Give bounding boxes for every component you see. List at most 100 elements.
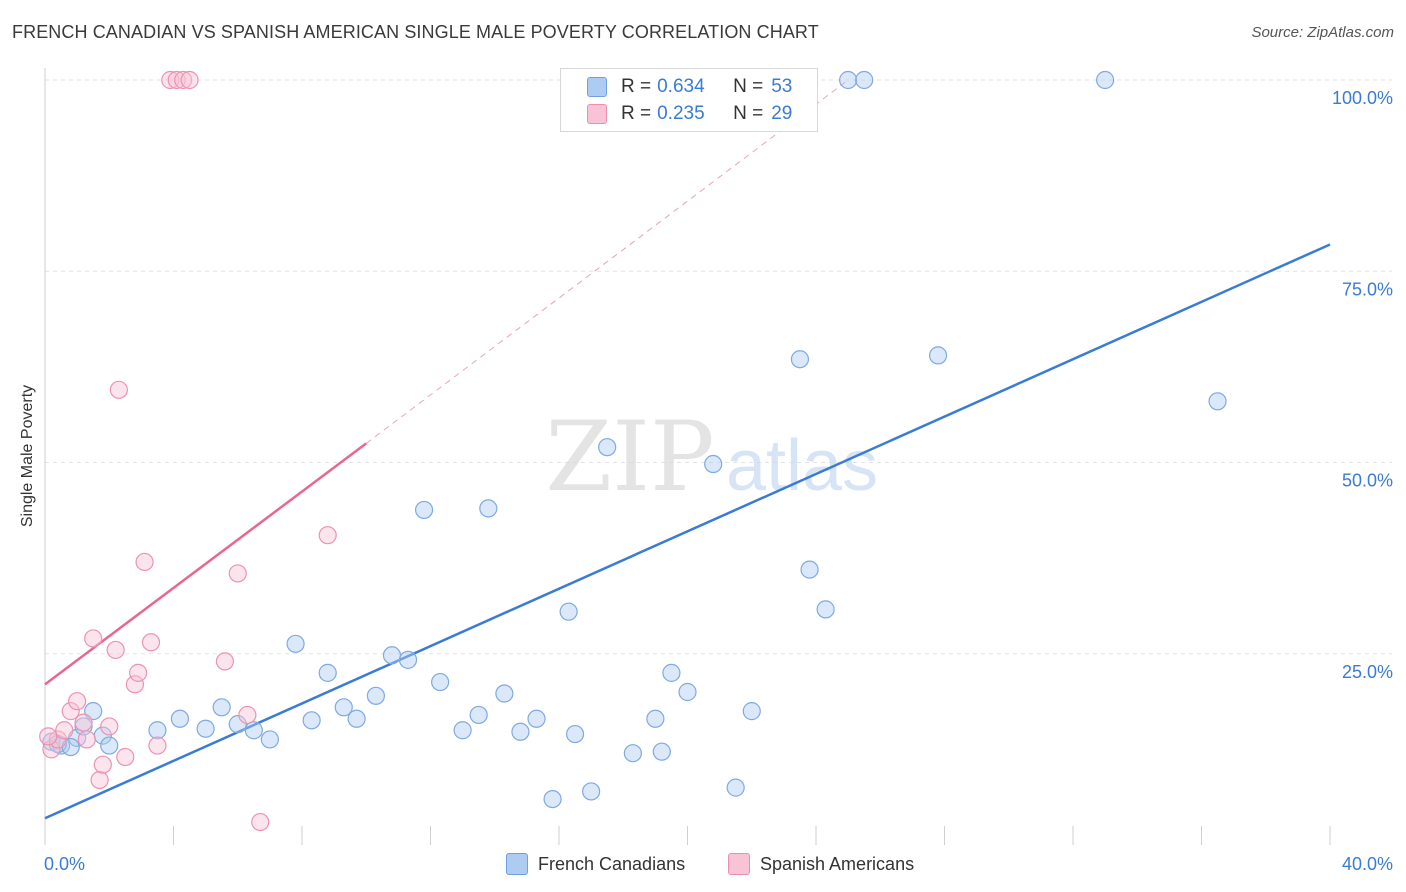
point-french-canadian <box>479 499 498 518</box>
point-french-canadian <box>511 722 530 741</box>
legend-swatch-pink <box>587 104 607 124</box>
point-spanish-american <box>90 770 109 790</box>
legend-row-spanish-americans: R = 0.235 N = 29 <box>587 102 792 126</box>
point-french-canadian <box>855 70 874 90</box>
point-spanish-american <box>251 812 270 832</box>
tick-labels: 25.0% 50.0% 75.0% 100.0% 0.0% 40.0% <box>44 88 1393 874</box>
legend-n-value: 53 <box>771 76 793 97</box>
trend-extension-dashed <box>365 79 849 444</box>
legend-swatch-blue <box>587 77 607 97</box>
point-french-canadian <box>543 789 562 809</box>
point-french-canadian <box>652 742 671 761</box>
legend-row-french-canadians: R = 0.634 N = 53 <box>587 75 792 99</box>
stats-legend: R = 0.634 N = 53 R = 0.235 N = 29 <box>560 68 818 132</box>
point-french-canadian <box>623 744 642 763</box>
y-tick-label: 50.0% <box>1342 471 1393 491</box>
point-french-canadian <box>928 346 948 365</box>
point-spanish-american <box>141 633 161 652</box>
point-spanish-american <box>55 721 74 740</box>
bottom-legend-swatch-pink <box>728 853 750 875</box>
watermark-atlas: atlas <box>726 426 878 506</box>
legend-n-label: N = <box>733 103 764 124</box>
legend-r-value: 0.634 <box>657 76 705 97</box>
point-french-canadian <box>228 715 247 734</box>
point-french-canadian <box>662 663 681 682</box>
legend-n-value: 29 <box>771 103 793 124</box>
point-spanish-american <box>106 640 125 660</box>
legend-r-label: R = <box>621 103 652 124</box>
point-french-canadian <box>742 702 761 721</box>
point-spanish-american <box>135 552 154 572</box>
point-french-canadian <box>646 709 665 728</box>
point-french-canadian <box>678 682 697 702</box>
bottom-legend-label: Spanish Americans <box>760 853 915 874</box>
axes <box>44 68 1331 845</box>
point-french-canadian <box>366 686 385 705</box>
data-points <box>39 70 1227 832</box>
point-spanish-american <box>167 70 186 90</box>
y-tick-label: 100.0% <box>1332 88 1393 108</box>
point-french-canadian <box>582 782 601 801</box>
point-french-canadian <box>598 438 617 457</box>
point-french-canadian <box>559 602 578 621</box>
gridlines <box>45 79 1392 655</box>
point-french-canadian <box>495 684 514 703</box>
watermark-zip: ZIP <box>545 401 714 513</box>
bottom-legend-swatch-blue <box>506 853 528 875</box>
source-credit: Source: ZipAtlas.com <box>1251 24 1394 41</box>
point-french-canadian <box>839 70 858 90</box>
point-french-canadian <box>318 663 337 682</box>
point-spanish-american <box>180 70 199 90</box>
y-tick-label: 25.0% <box>1342 662 1393 682</box>
point-french-canadian <box>302 711 321 730</box>
point-french-canadian <box>726 778 745 797</box>
point-spanish-american <box>84 629 103 648</box>
point-french-canadian <box>1208 392 1227 411</box>
point-spanish-american <box>125 675 145 694</box>
bottom-legend-spanish-americans: Spanish Americans <box>728 852 914 876</box>
trend-line-spanish-americans <box>44 442 368 686</box>
trend-lines <box>44 79 1331 820</box>
point-spanish-american <box>238 705 257 725</box>
point-french-canadian <box>260 730 279 749</box>
bottom-legend-label: French Canadians <box>538 853 686 874</box>
point-spanish-american <box>148 736 167 755</box>
point-spanish-american <box>68 692 87 711</box>
legend-r-label: R = <box>621 76 652 97</box>
point-french-canadian <box>398 650 418 669</box>
point-spanish-american <box>39 727 58 746</box>
point-spanish-american <box>318 526 337 545</box>
point-french-canadian <box>170 709 190 728</box>
point-spanish-american <box>228 564 247 583</box>
y-tick-label: 75.0% <box>1342 279 1393 299</box>
point-spanish-american <box>74 713 93 732</box>
point-french-canadian <box>148 721 167 740</box>
legend-n-label: N = <box>733 76 764 97</box>
point-spanish-american <box>116 747 135 767</box>
point-french-canadian <box>286 634 305 653</box>
y-axis-label: Single Male Poverty <box>19 384 36 528</box>
point-french-canadian <box>469 705 488 725</box>
chart-title: FRENCH CANADIAN VS SPANISH AMERICAN SING… <box>12 22 819 42</box>
point-spanish-american <box>174 70 193 90</box>
point-french-canadian <box>382 646 402 665</box>
x-tick-label: 40.0% <box>1342 854 1393 874</box>
point-french-canadian <box>100 736 119 755</box>
point-french-canadian <box>347 709 366 728</box>
point-french-canadian <box>334 698 353 717</box>
point-french-canadian <box>1096 70 1115 90</box>
point-spanish-american <box>93 755 112 774</box>
point-french-canadian <box>196 719 215 738</box>
legend-r-value: 0.235 <box>657 103 705 124</box>
point-spanish-american <box>129 663 148 682</box>
point-spanish-american <box>100 717 119 736</box>
point-french-canadian <box>800 560 819 579</box>
point-french-canadian <box>790 350 810 369</box>
point-spanish-american <box>61 702 80 721</box>
point-french-canadian <box>453 721 472 740</box>
point-french-canadian <box>565 724 585 744</box>
point-french-canadian <box>212 698 231 717</box>
point-french-canadian <box>414 500 434 520</box>
point-spanish-american <box>77 730 96 749</box>
